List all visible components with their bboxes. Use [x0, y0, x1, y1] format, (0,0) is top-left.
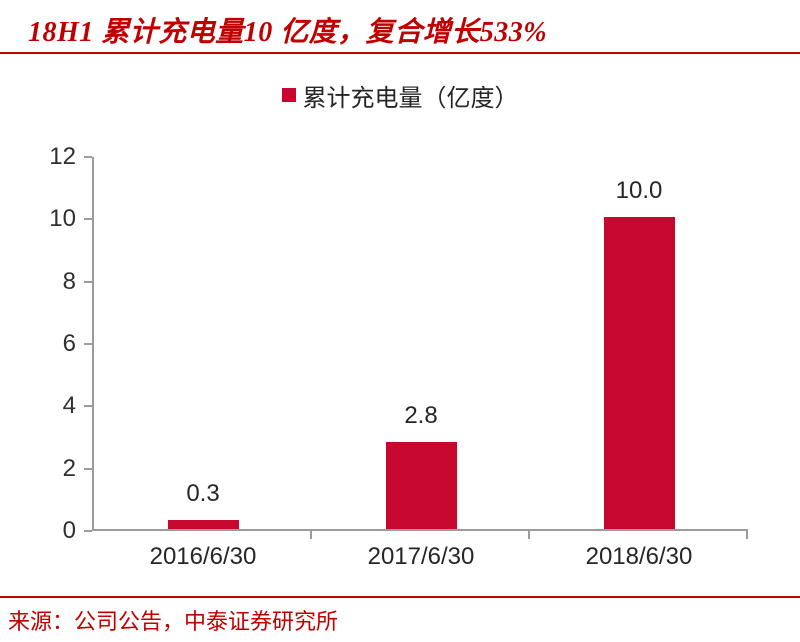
x-tick-mark — [310, 531, 312, 539]
y-tick-mark — [84, 218, 92, 221]
y-tick-mark — [84, 156, 92, 158]
y-tick-mark — [84, 405, 92, 408]
bar-data-label: 0.3 — [186, 480, 220, 507]
bar-2018 — [603, 217, 675, 529]
chart-legend: 累计充电量（亿度） — [0, 82, 800, 112]
legend-label: 累计充电量（亿度） — [302, 85, 519, 112]
bar-group-2018: 10.0 — [530, 157, 748, 529]
y-tick-label: 10 — [49, 205, 76, 233]
y-tick-mark — [84, 467, 92, 470]
source-note: 来源：公司公告，中泰证券研究所 — [8, 609, 339, 634]
y-tick-label: 2 — [62, 454, 76, 482]
y-axis-line — [92, 157, 94, 531]
bar-data-label: 10.0 — [615, 177, 663, 204]
x-axis-labels: 2016/6/30 2017/6/30 2018/6/30 — [94, 543, 748, 573]
x-tick-mark — [528, 531, 530, 539]
x-axis-line — [92, 529, 748, 531]
y-tick-label: 8 — [62, 267, 76, 295]
y-tick-mark — [84, 343, 92, 345]
y-tick-mark — [84, 280, 92, 283]
bar-data-label: 2.8 — [404, 402, 438, 429]
x-category-label: 2017/6/30 — [367, 543, 475, 570]
title-divider — [0, 52, 800, 54]
bar-2017 — [385, 442, 457, 529]
bar-group-2016: 0.3 — [94, 157, 312, 529]
y-tick-label: 12 — [49, 143, 76, 170]
legend-marker-square — [281, 88, 296, 102]
x-tick-mark — [746, 531, 748, 539]
x-category-label: 2018/6/30 — [585, 543, 693, 570]
bar-group-2017: 2.8 — [312, 157, 530, 529]
y-tick-label: 6 — [62, 330, 76, 357]
plot-area: 0.3 2.8 10.0 — [94, 157, 748, 529]
y-tick-mark — [84, 530, 92, 532]
y-tick-label: 0 — [62, 517, 76, 544]
y-tick-label: 4 — [62, 392, 76, 420]
y-axis-labels: 0 2 4 6 8 10 12 — [0, 0, 76, 642]
figure-title: 18H1 累计充电量10 亿度，复合增长533% — [28, 17, 548, 48]
footer-divider — [0, 596, 800, 598]
bar-2016 — [167, 520, 239, 529]
x-category-label: 2016/6/30 — [149, 543, 257, 570]
